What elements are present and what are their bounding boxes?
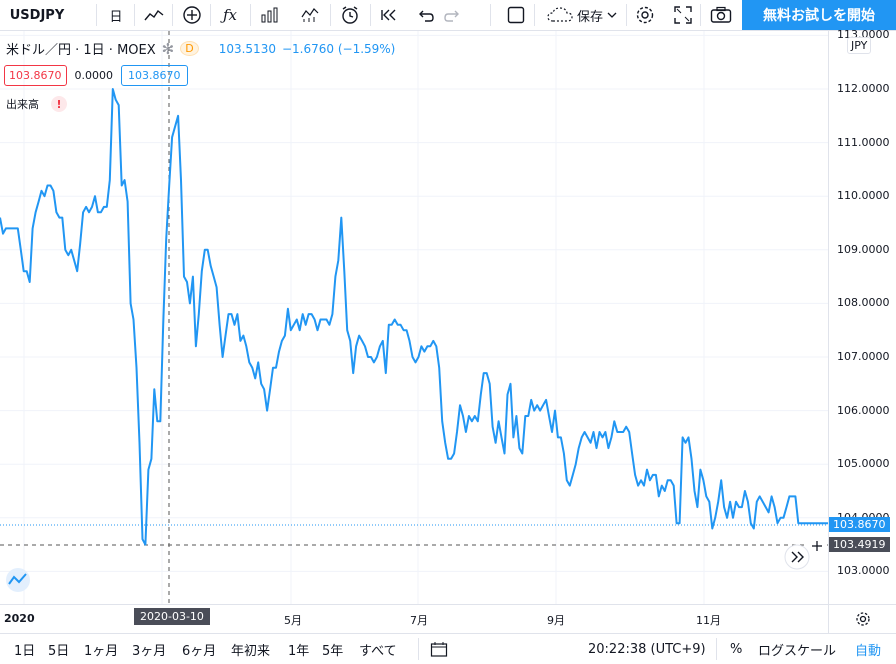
range-button[interactable]: 1ヶ月 (84, 643, 119, 659)
time-axis-label: 7月 (410, 614, 428, 627)
price-axis-label: 109.0000 (837, 242, 890, 256)
auto-scale-toggle[interactable]: 自動 (855, 643, 882, 659)
time-axis-label: 11月 (696, 614, 721, 627)
settings-gear-icon[interactable] (632, 0, 658, 30)
top-toolbar: USDJPY 日 ƒx 保存 (0, 0, 896, 31)
price-axis-label: 105.0000 (837, 457, 890, 471)
cloud-icon (547, 7, 573, 22)
price-axis-label: 111.0000 (837, 135, 890, 149)
toolbar-divider (330, 4, 331, 26)
symbol-search-button[interactable]: USDJPY (9, 7, 65, 23)
range-button[interactable]: 1年 (288, 643, 310, 659)
alert-icon[interactable] (336, 0, 364, 30)
currency-badge[interactable]: JPY (847, 37, 872, 54)
volume-label[interactable]: 出来高 (6, 98, 39, 111)
layout-icon[interactable] (502, 0, 530, 30)
time-axis[interactable]: 11月 9月 7月 5月 2020 2020-03-10 (0, 604, 828, 633)
price-axis-label: 103.0000 (837, 564, 890, 578)
price-series-line (0, 88, 828, 546)
range-button[interactable]: 3ヶ月 (132, 643, 167, 659)
fullscreen-icon[interactable] (670, 0, 696, 30)
ask-button[interactable]: 103.8670 (121, 65, 188, 86)
price-change-value: −1.6760 (−1.59%) (281, 41, 396, 56)
price-axis-label: 112.0000 (837, 82, 890, 95)
timezone-clock[interactable]: 20:22:38 (UTC+9) (588, 641, 706, 657)
tradingview-logo-icon[interactable] (6, 568, 30, 592)
toolbar-divider (716, 638, 717, 660)
toolbar-divider (700, 4, 701, 26)
time-axis-label: 5月 (284, 614, 302, 627)
undo-icon[interactable] (412, 0, 438, 30)
save-label: 保存 (576, 9, 603, 25)
range-button[interactable]: 1日 (14, 643, 36, 659)
indicators-icon[interactable]: ƒx (222, 6, 237, 24)
toolbar-divider (96, 4, 97, 26)
price-chart[interactable] (0, 31, 828, 604)
toolbar-divider (490, 4, 491, 26)
snapshot-camera-icon[interactable] (706, 0, 736, 30)
redo-icon[interactable] (440, 0, 466, 30)
toolbar-divider (172, 4, 173, 26)
quote-row: 103.8670 0.0000 103.8670 (4, 65, 188, 86)
price-axis[interactable]: 103.0000104.0000105.0000106.0000107.0000… (828, 28, 896, 604)
range-button[interactable]: 6ヶ月 (182, 643, 217, 659)
bid-button[interactable]: 103.8670 (4, 65, 67, 86)
toolbar-divider (210, 4, 211, 26)
range-button[interactable]: 5年 (322, 643, 344, 659)
range-button[interactable]: すべて (359, 643, 397, 659)
toolbar-divider (534, 4, 535, 26)
warning-icon[interactable]: ! (51, 96, 67, 112)
range-button[interactable]: 5日 (48, 643, 70, 659)
chart-type-icon[interactable] (140, 0, 168, 30)
toolbar-divider (134, 4, 135, 26)
last-price-value: 103.5130 (218, 41, 276, 56)
price-axis-label: 107.0000 (837, 350, 890, 363)
templates-icon[interactable] (296, 0, 324, 30)
spread-value: 0.0000 (74, 69, 114, 82)
chevron-down-icon (607, 12, 617, 18)
sparkle-icon: ✻ (161, 39, 175, 58)
last-price-tag: 103.8670 (829, 517, 890, 532)
replay-icon[interactable] (376, 0, 404, 30)
range-button[interactable]: 年初来 (231, 643, 271, 659)
price-axis-label: 110.0000 (837, 189, 890, 203)
crosshair-price-tag: 103.4919 (829, 537, 890, 552)
price-axis-label: 106.0000 (837, 403, 890, 417)
scroll-to-realtime-icon[interactable] (784, 544, 810, 570)
price-axis-label: 108.0000 (837, 296, 890, 310)
toolbar-divider (250, 4, 251, 26)
symbol-title[interactable]: 米ドル／円 · 1日 · MOEX (6, 43, 156, 58)
toolbar-divider (626, 4, 627, 26)
save-button[interactable]: 保存 (540, 0, 624, 30)
axis-settings-gear-icon[interactable] (828, 604, 896, 633)
date-range-icon[interactable] (430, 634, 448, 664)
bottom-toolbar: 1日 5日 1ヶ月 3ヶ月 6ヶ月 年初来 1年 5年 すべて 20:22:38 (UTC+9)… (0, 633, 896, 664)
log-scale-toggle[interactable]: ログスケール (758, 643, 837, 659)
percent-scale-toggle[interactable]: % (730, 641, 743, 657)
cross-icon[interactable] (807, 538, 827, 554)
time-axis-label: 9月 (547, 614, 565, 627)
volume-legend: 出来高 ! (6, 96, 67, 112)
crosshair-date-tag: 2020-03-10 (134, 608, 210, 625)
chart-grid (0, 31, 828, 604)
toolbar-divider (370, 4, 371, 26)
chart-legend: 米ドル／円 · 1日 · MOEX ✻ D 103.5130 −1.6760 (… (6, 39, 396, 59)
add-compare-icon[interactable] (178, 0, 206, 30)
source-badge[interactable]: D (180, 41, 199, 56)
time-axis-label: 2020 (4, 612, 35, 625)
interval-button[interactable]: 日 (109, 9, 123, 25)
financials-icon[interactable] (256, 0, 284, 30)
toolbar-divider (418, 638, 419, 660)
start-trial-button[interactable]: 無料お試しを開始 (742, 0, 896, 30)
